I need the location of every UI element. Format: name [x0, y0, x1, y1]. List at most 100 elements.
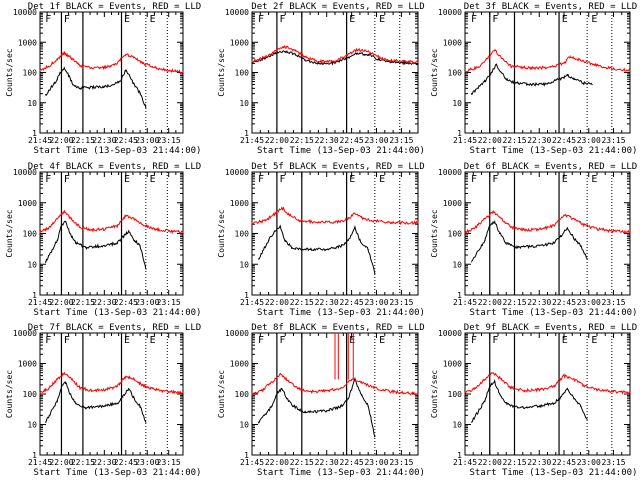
lld-data-point [553, 225, 555, 227]
events-data-point [258, 421, 260, 423]
lld-data-point [390, 221, 393, 223]
events-data-point [566, 388, 568, 390]
lld-data-point [281, 206, 283, 209]
lld-data-point [261, 389, 263, 392]
lld-data-point [612, 230, 615, 232]
lld-data-point [116, 225, 118, 227]
lld-data-point [355, 49, 358, 51]
x-tick-label: 23:15 [157, 136, 181, 145]
x-tick-label: 22:45 [340, 458, 364, 467]
lld-data-point [579, 59, 582, 62]
x-tick-label: 22:30 [315, 136, 339, 145]
x-tick-label: 22:45 [552, 298, 576, 307]
lld-data-point [287, 213, 290, 215]
x-tick-label: 23:00 [364, 136, 388, 145]
events-data-point [68, 74, 70, 77]
lld-data-point [63, 211, 65, 213]
events-data-point [116, 242, 118, 244]
lld-data-point [500, 57, 502, 59]
x-tick-label: 23:00 [135, 298, 159, 307]
event-marker-letter: F [471, 174, 477, 185]
events-data-point [404, 62, 406, 64]
x-tick-label: 23:00 [364, 298, 388, 307]
events-data-point [489, 225, 491, 227]
events-data-point [355, 53, 358, 55]
x-tick-label: 22:30 [315, 298, 339, 307]
events-data-point [284, 50, 286, 52]
events-series-line [45, 381, 147, 423]
x-tick-label: 22:30 [527, 458, 551, 467]
lld-data-point [297, 219, 300, 221]
events-data-point [268, 239, 270, 241]
events-data-point [347, 398, 349, 400]
lld-data-point [337, 221, 339, 223]
lld-data-point [550, 66, 552, 68]
y-axis-label: Counts/sec [430, 48, 439, 96]
lld-data-point [583, 384, 585, 387]
y-tick-label: 1000 [18, 199, 37, 208]
x-tick-label: 22:30 [92, 458, 116, 467]
events-data-point [553, 402, 555, 404]
lld-data-point [629, 69, 631, 71]
lld-data-point [133, 378, 135, 381]
events-data-point [75, 402, 77, 404]
event-marker-letter: F [280, 14, 286, 25]
events-data-point [513, 82, 516, 84]
lld-data-point [464, 231, 466, 233]
events-data-point [494, 220, 496, 222]
lld-data-point [360, 381, 363, 383]
events-data-point [133, 398, 135, 400]
lld-data-point [317, 60, 319, 63]
lld-data-point [563, 214, 565, 216]
events-data-point [304, 59, 306, 61]
lld-data-point [510, 65, 512, 67]
x-tick-label: 22:45 [114, 298, 138, 307]
events-data-point [60, 385, 63, 387]
event-marker-letter: E [349, 14, 355, 25]
lld-data-point [105, 228, 107, 230]
y-tick-label: 1 [244, 129, 249, 138]
events-data-point [79, 87, 81, 89]
y-tick-label: 1000 [443, 199, 462, 208]
x-tick-label: 21:45 [453, 136, 477, 145]
events-data-point [301, 248, 303, 251]
events-data-point [113, 83, 115, 86]
lld-data-point [596, 388, 598, 391]
lld-series-line [251, 206, 419, 226]
events-data-point [56, 78, 58, 80]
events-data-point [60, 225, 63, 227]
events-data-point [505, 402, 507, 404]
y-tick-label: 1000 [18, 360, 37, 369]
lld-data-point [583, 224, 585, 226]
x-tick-label: 23:00 [577, 136, 601, 145]
events-data-point [326, 410, 328, 412]
events-data-point [374, 272, 376, 275]
lld-data-point [125, 375, 127, 377]
lld-data-point [125, 53, 127, 55]
lld-data-point [133, 218, 135, 220]
y-tick-label: 1000 [230, 38, 249, 47]
panel-det-9: Det 9f BLACK = Events, RED = LLD 1 10 100 10… [430, 323, 637, 478]
events-data-point [341, 405, 343, 407]
lld-data-point [417, 61, 419, 63]
lld-data-point [510, 226, 512, 228]
lld-data-point [168, 230, 170, 232]
lld-data-point [89, 67, 91, 69]
events-data-point [281, 388, 283, 390]
events-data-point [69, 393, 71, 395]
lld-data-point [377, 56, 379, 58]
lld-data-point [125, 215, 127, 217]
panel-det-5: Det 5f BLACK = Events, RED = LLD 1 10 100 10… [217, 162, 425, 318]
y-tick-label: 10 [239, 421, 249, 430]
event-marker-letter: F [258, 174, 264, 185]
events-data-point [258, 258, 260, 260]
lld-data-point [596, 64, 598, 67]
events-data-point [125, 69, 127, 71]
panel-det-1: Det 1f BLACK = Events, RED = LLD 1 10 100 10… [5, 2, 201, 156]
lld-data-point [553, 385, 555, 387]
x-tick-label: 21:45 [28, 458, 52, 467]
events-data-point [284, 239, 286, 241]
panel-title: Det 4f BLACK = Events, RED = LLD [28, 162, 201, 172]
x-tick-label: 22:15 [502, 136, 526, 145]
lld-data-point [327, 389, 329, 392]
